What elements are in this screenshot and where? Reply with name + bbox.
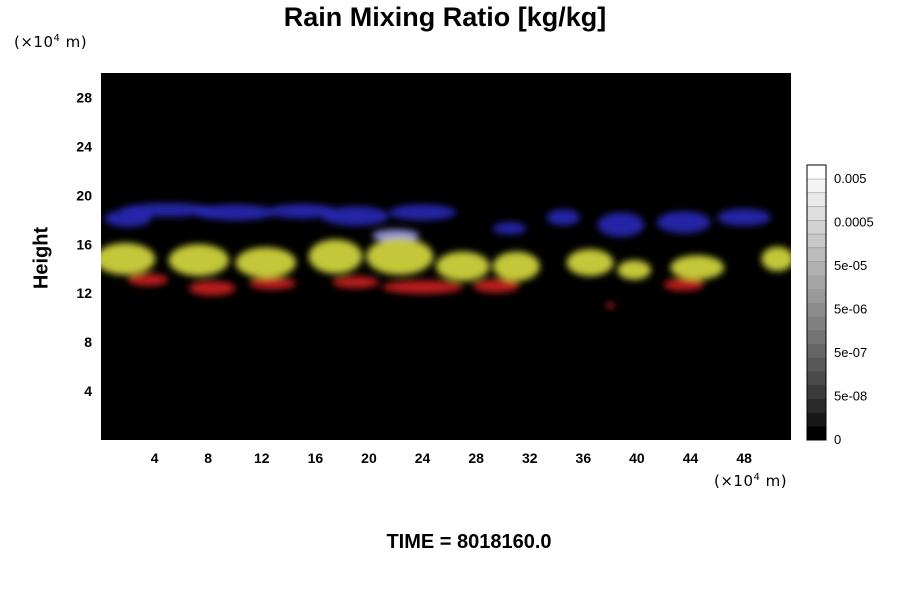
data-cell — [382, 280, 463, 294]
colorbar-level — [806, 219, 827, 235]
data-cell — [332, 276, 380, 289]
colorbar-level — [806, 178, 827, 194]
data-cell — [101, 243, 156, 275]
colorbar-tick-label: 5e-05 — [834, 258, 867, 273]
colorbar-level — [807, 412, 826, 427]
y-unit-prefix: (×10 — [14, 33, 54, 51]
y-tick-label: 12 — [76, 285, 92, 301]
x-tick-label: 36 — [576, 450, 592, 466]
data-cell — [670, 255, 725, 280]
data-cell — [366, 238, 434, 275]
data-cell — [194, 204, 276, 221]
y-unit-exponent: 4 — [53, 33, 61, 44]
data-cell — [168, 244, 229, 277]
y-axis-ticks: 4 8 12 16 20 24 28 — [76, 89, 92, 399]
data-cell — [188, 280, 236, 296]
x-unit-suffix: m) — [760, 472, 788, 490]
x-tick-label: 28 — [468, 450, 484, 466]
y-tick-label: 8 — [84, 334, 92, 350]
y-tick-label: 20 — [76, 187, 92, 203]
x-tick-label: 24 — [415, 450, 431, 466]
data-cell — [435, 251, 490, 281]
colorbar-tick-label: 0 — [834, 432, 841, 447]
data-cell — [308, 239, 363, 274]
data-cell — [663, 278, 704, 291]
data-cell — [472, 279, 520, 293]
time-label: TIME = 8018160.0 — [386, 531, 552, 553]
colorbar-level — [807, 302, 826, 317]
data-cell — [492, 251, 540, 281]
y-tick-label: 16 — [76, 236, 92, 252]
x-unit-exponent: 4 — [753, 472, 761, 483]
y-tick-label: 4 — [84, 383, 92, 399]
data-cells — [101, 203, 791, 309]
x-unit-prefix: (×10 — [714, 472, 754, 490]
data-cell — [389, 204, 457, 221]
colorbar-level — [807, 316, 826, 331]
data-cell — [322, 206, 390, 226]
y-axis-unit: (×104 m) — [14, 33, 87, 51]
colorbar-level — [806, 192, 827, 207]
colorbar-level — [806, 164, 827, 180]
colorbar-level — [807, 357, 826, 372]
x-tick-label: 8 — [204, 450, 212, 466]
colorbar-frame — [806, 164, 827, 441]
data-cell — [127, 273, 168, 286]
colorbar-level — [806, 206, 827, 221]
y-unit-suffix: m) — [60, 33, 88, 51]
colorbar-level — [807, 371, 826, 386]
y-tick-label: 28 — [76, 89, 92, 105]
x-tick-label: 12 — [254, 450, 270, 466]
x-axis-ticks: 4 8 12 16 20 24 28 32 36 40 44 48 — [151, 450, 752, 466]
data-cell — [566, 249, 614, 277]
colorbar-level — [807, 288, 826, 303]
data-cell — [606, 302, 615, 309]
colorbar-level — [806, 233, 827, 249]
colorbar: 0.005 0.0005 5e-05 5e-06 5e-07 5e-08 0 — [806, 164, 874, 447]
colorbar-tick-label: 0.005 — [834, 171, 867, 186]
data-cell — [235, 247, 296, 278]
y-tick-label: 24 — [76, 138, 92, 154]
colorbar-level — [807, 261, 826, 276]
colorbar-level — [807, 426, 826, 441]
x-axis-unit: (×104 m) — [714, 472, 787, 490]
data-cell — [546, 209, 580, 226]
colorbar-tick-label: 0.0005 — [834, 215, 874, 230]
colorbar-tick-label: 5e-06 — [834, 302, 867, 317]
x-tick-label: 44 — [683, 450, 699, 466]
data-cell — [268, 203, 336, 219]
data-cell — [492, 222, 527, 235]
data-cell — [761, 246, 791, 272]
x-tick-label: 4 — [151, 450, 159, 466]
x-tick-label: 16 — [308, 450, 324, 466]
colorbar-level — [807, 398, 826, 413]
x-tick-label: 48 — [736, 450, 752, 466]
colorbar-level — [807, 343, 826, 358]
x-tick-label: 32 — [522, 450, 538, 466]
colorbar-level — [806, 247, 827, 262]
data-cell — [597, 212, 645, 237]
colorbar-level — [807, 385, 826, 400]
data-cell — [717, 208, 771, 226]
data-cell — [249, 277, 296, 290]
colorbar-level — [807, 275, 826, 290]
x-tick-label: 20 — [361, 450, 377, 466]
colorbar-tick-label: 5e-07 — [834, 345, 867, 360]
data-cell — [657, 211, 711, 234]
x-tick-label: 40 — [629, 450, 645, 466]
colorbar-tick-label: 5e-08 — [834, 389, 867, 404]
colorbar-level — [807, 330, 826, 345]
data-cell — [121, 203, 215, 217]
data-cell — [617, 260, 651, 280]
chart-title: Rain Mixing Ratio [kg/kg] — [283, 2, 607, 32]
